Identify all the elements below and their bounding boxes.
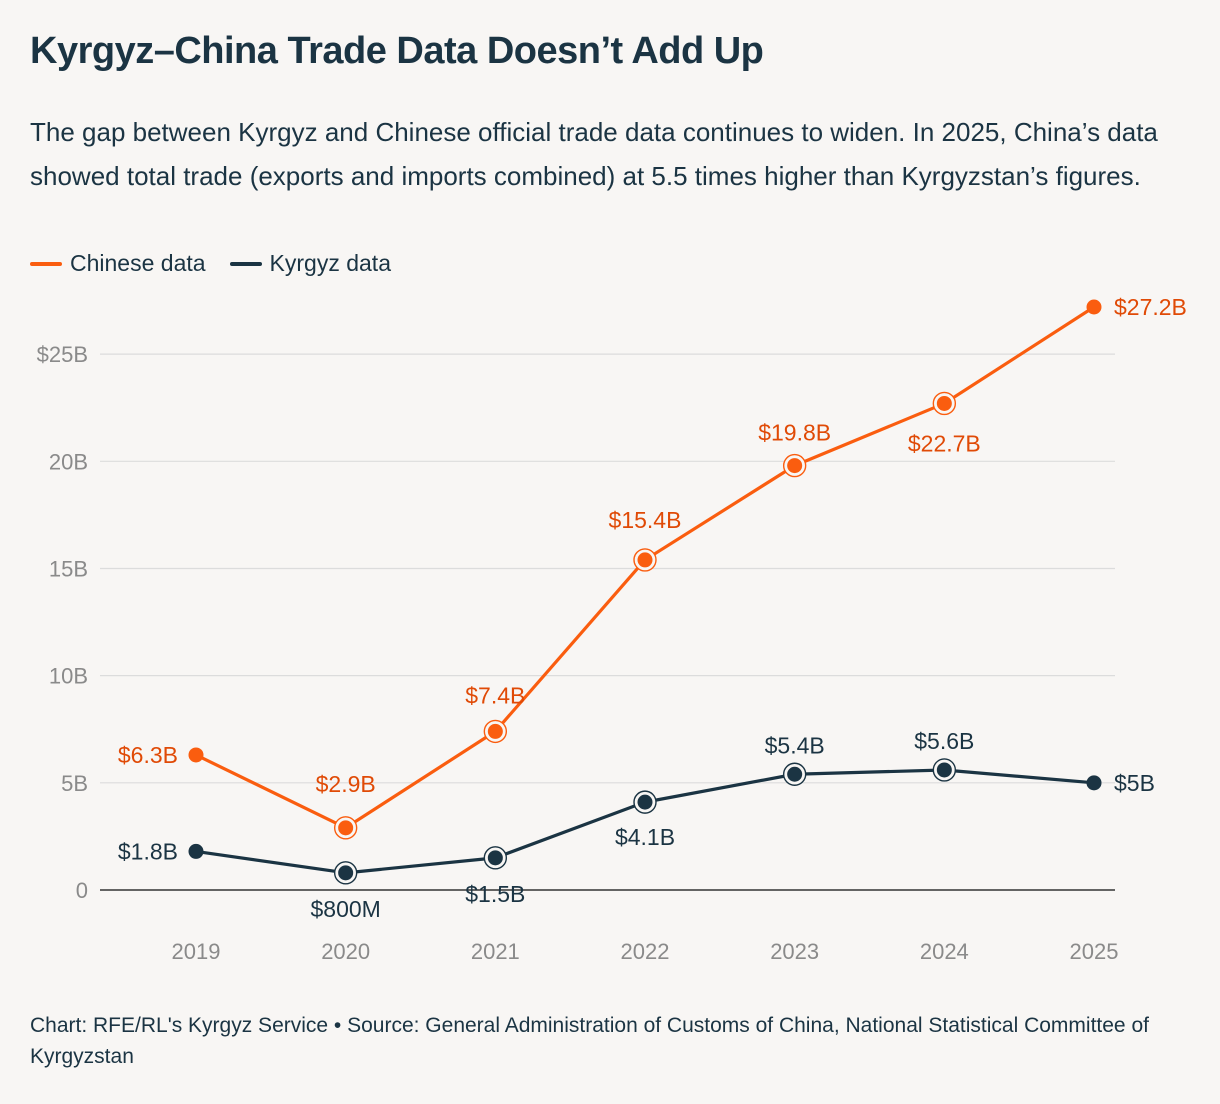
chart-title: Kyrgyz–China Trade Data Doesn’t Add Up	[30, 30, 764, 72]
x-tick-label: 2025	[1070, 939, 1119, 964]
kyrgyz-data-point	[787, 766, 803, 782]
y-tick-label: 10B	[49, 664, 88, 689]
x-tick-label: 2024	[920, 939, 969, 964]
x-tick-label: 2020	[321, 939, 370, 964]
x-tick-label: 2019	[172, 939, 221, 964]
chinese-data-label: $22.7B	[908, 430, 981, 456]
chinese-data-label: $2.9B	[316, 771, 376, 797]
kyrgyz-data-label: $1.8B	[118, 838, 178, 864]
legend-item-chinese: Chinese data	[30, 250, 206, 277]
kyrgyz-data-point	[936, 762, 952, 778]
y-tick-label: 20B	[49, 449, 88, 474]
kyrgyz-data-label: $800M	[311, 896, 381, 922]
chinese-data-label: $7.4B	[465, 682, 525, 708]
kyrgyz-data-point	[1086, 775, 1102, 791]
chinese-data-label: $6.3B	[118, 742, 178, 768]
chinese-data-label: $19.8B	[758, 420, 831, 446]
legend-swatch-chinese	[30, 261, 62, 266]
chinese-data-point	[188, 747, 204, 763]
legend-swatch-kyrgyz	[229, 261, 262, 266]
legend-item-kyrgyz: Kyrgyz data	[229, 250, 391, 277]
kyrgyz-data-label: $5.4B	[765, 732, 825, 758]
kyrgyz-data-label: $1.5B	[465, 881, 525, 907]
kyrgyz-data-point	[637, 794, 653, 810]
chinese-data-point	[338, 820, 354, 836]
y-tick-label: 5B	[61, 771, 88, 796]
kyrgyz-data-label: $4.1B	[615, 824, 675, 850]
legend-label-kyrgyz: Kyrgyz data	[269, 250, 391, 276]
y-tick-label: $25B	[37, 342, 88, 367]
chinese-data-label: $27.2B	[1114, 294, 1187, 320]
kyrgyz-data-label: $5.6B	[914, 728, 974, 754]
line-chart: 0 5B 10B 15B 20B $25B 2019 2020 2021 2022 2023 2024…	[37, 294, 1187, 964]
chinese-data-point	[787, 458, 803, 474]
y-tick-label: 15B	[49, 556, 88, 581]
legend-label-chinese: Chinese data	[70, 250, 206, 276]
y-tick-label: 0	[76, 878, 88, 903]
chinese-data-point	[1086, 299, 1102, 315]
x-tick-label: 2022	[621, 939, 670, 964]
kyrgyz-data-point	[188, 843, 204, 859]
x-tick-label: 2023	[770, 939, 819, 964]
chinese-data-point	[637, 552, 653, 568]
legend: Chinese data Kyrgyz data	[30, 250, 415, 277]
x-tick-label: 2021	[471, 939, 520, 964]
kyrgyz-data-label: $5B	[1114, 770, 1155, 796]
chinese-data-point	[936, 395, 952, 411]
chart-footer: Chart: RFE/RL's Kyrgyz Service • Source:…	[30, 1014, 1149, 1068]
chinese-data-point	[487, 723, 503, 739]
kyrgyz-data-point	[338, 865, 354, 881]
chinese-data-label: $15.4B	[609, 507, 682, 533]
kyrgyz-data-point	[487, 850, 503, 866]
chart-subtitle: The gap between Kyrgyz and Chinese offic…	[30, 117, 1158, 191]
